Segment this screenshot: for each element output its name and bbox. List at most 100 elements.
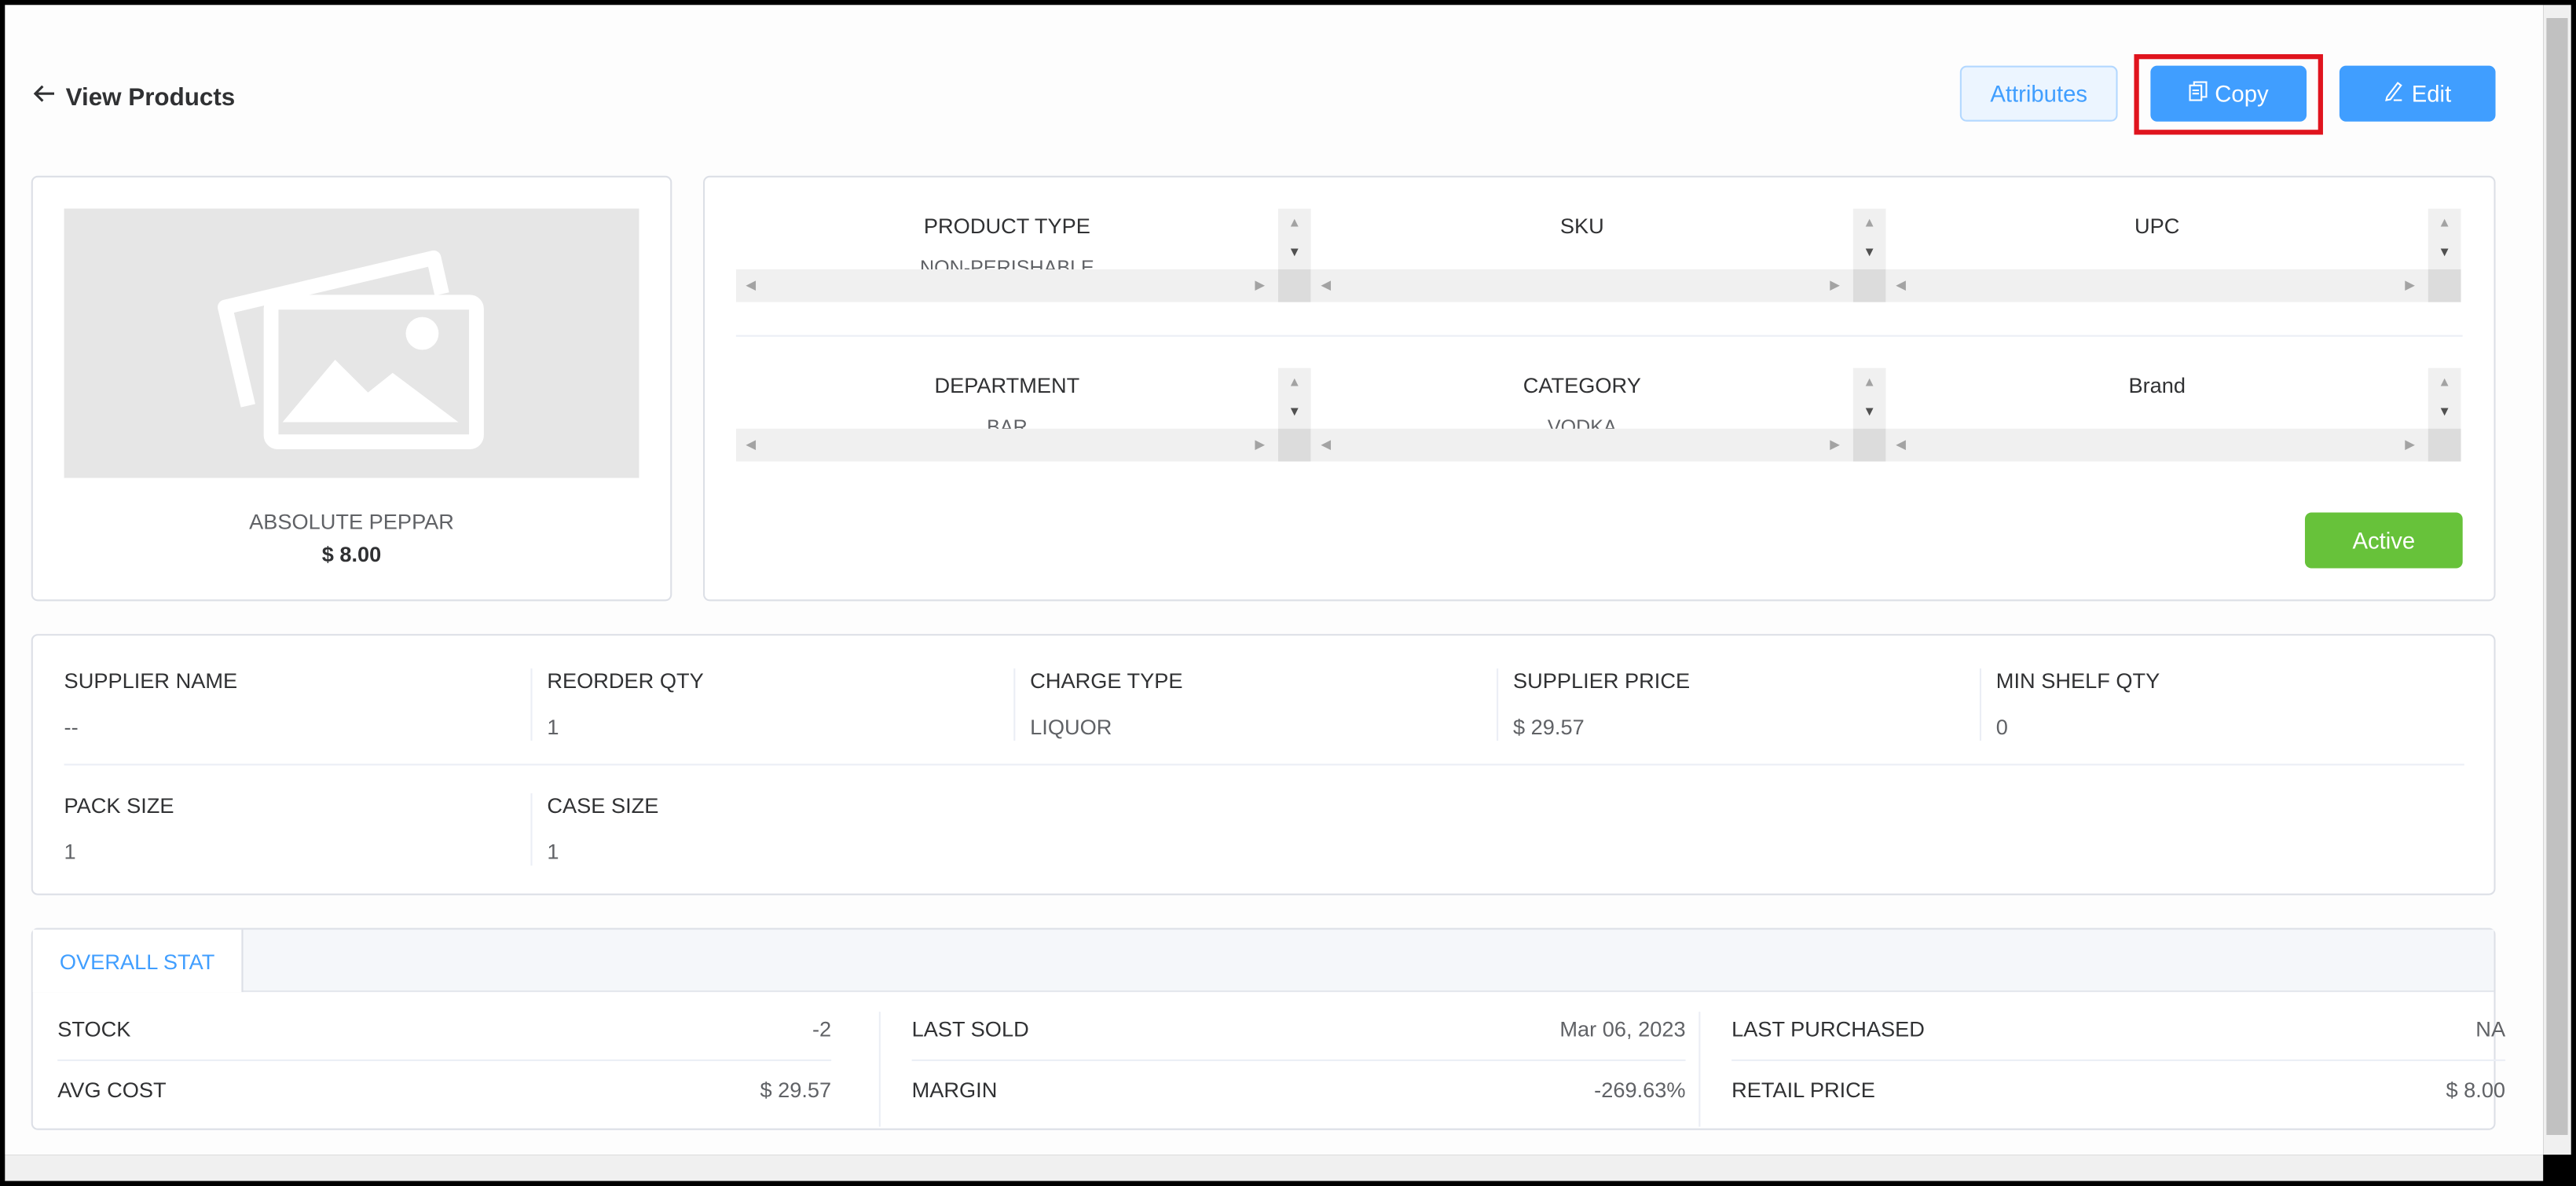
scroll-up-icon[interactable]: ▲ — [1288, 374, 1302, 390]
scroll-down-icon[interactable]: ▼ — [1863, 404, 1876, 419]
field-label: SUPPLIER PRICE — [1512, 668, 1691, 694]
edit-label: Edit — [2411, 80, 2452, 107]
field-label: SKU — [1559, 213, 1604, 239]
scroll-right-icon[interactable]: ▶ — [2405, 437, 2416, 452]
field-label: Brand — [2128, 372, 2186, 398]
tab-bar — [32, 929, 2494, 993]
field-value: LIQUOR — [1030, 714, 1112, 740]
scroll-left-icon[interactable]: ◀ — [1321, 277, 1332, 293]
tab-overall-stat[interactable]: OVERALL STAT — [32, 929, 244, 993]
divider — [1698, 1012, 1701, 1127]
stat-value: $ 29.57 — [760, 1077, 832, 1103]
divider — [735, 335, 2463, 337]
attributes-label: Attributes — [1990, 80, 2088, 107]
stat-label: MARGIN — [911, 1077, 998, 1103]
scroll-down-icon[interactable]: ▼ — [1288, 244, 1302, 260]
stat-item: LAST PURCHASED NA — [1731, 1016, 2505, 1041]
scroll-right-icon[interactable]: ▶ — [2405, 277, 2416, 293]
scroll-down-icon[interactable]: ▼ — [1288, 404, 1302, 419]
scroll-corner — [1277, 269, 1311, 302]
stat-value: NA — [2475, 1016, 2506, 1041]
scroll-left-icon[interactable]: ◀ — [1896, 277, 1907, 293]
field-value: 1 — [64, 839, 76, 864]
field-value: 1 — [547, 839, 559, 864]
stat-label: RETAIL PRICE — [1731, 1077, 1875, 1103]
product-card: ABSOLUTE PEPPAR $ 8.00 — [31, 175, 672, 602]
product-details-card: Active PRODUCT TYPE NON-PERISHABLE ▲ ▼ ◀… — [703, 175, 2496, 602]
horizontal-scrollbar[interactable]: ◀ ▶ — [1885, 428, 2428, 462]
stat-value: $ 8.00 — [2446, 1077, 2506, 1103]
field-upc[interactable]: UPC ▲ ▼ ◀ ▶ — [1885, 208, 2461, 302]
product-price: $ 8.00 — [321, 542, 382, 567]
scroll-corner — [2428, 269, 2461, 302]
divider — [1497, 668, 1499, 741]
field-product-type[interactable]: PRODUCT TYPE NON-PERISHABLE ▲ ▼ ◀ ▶ — [735, 208, 1311, 302]
scroll-corner — [1852, 428, 1886, 462]
field-sku[interactable]: SKU ▲ ▼ ◀ ▶ — [1310, 208, 1886, 302]
scroll-right-icon[interactable]: ▶ — [1830, 277, 1841, 293]
scroll-down-icon[interactable]: ▼ — [2438, 404, 2451, 419]
supplier-field: CHARGE TYPE LIQUOR — [1030, 668, 1497, 739]
scroll-right-icon[interactable]: ▶ — [1255, 277, 1266, 293]
field-category[interactable]: CATEGORY VODKA ▲ ▼ ◀ ▶ — [1310, 368, 1886, 462]
supplier-field: SUPPLIER NAME -- — [64, 668, 531, 739]
field-department[interactable]: DEPARTMENT BAR ▲ ▼ ◀ ▶ — [735, 368, 1311, 462]
divider — [530, 793, 533, 866]
divider — [57, 1059, 832, 1061]
horizontal-scrollbar[interactable] — [5, 1155, 2544, 1181]
scroll-left-icon[interactable]: ◀ — [1321, 437, 1332, 452]
divider — [64, 763, 2464, 766]
scroll-up-icon[interactable]: ▲ — [1288, 214, 1302, 230]
horizontal-scrollbar[interactable]: ◀ ▶ — [735, 428, 1278, 462]
scroll-up-icon[interactable]: ▲ — [1863, 214, 1876, 230]
field-value: $ 29.57 — [1512, 714, 1585, 740]
scroll-right-icon[interactable]: ▶ — [1255, 437, 1266, 452]
field-label: UPC — [2134, 213, 2180, 239]
horizontal-scrollbar[interactable]: ◀ ▶ — [735, 269, 1278, 302]
vertical-scrollbar[interactable] — [2543, 5, 2571, 1155]
scroll-right-icon[interactable]: ▶ — [1830, 437, 1841, 452]
horizontal-scrollbar[interactable]: ◀ ▶ — [1310, 269, 1853, 302]
stat-label: STOCK — [57, 1016, 131, 1041]
supplier-field: MIN SHELF QTY 0 — [1996, 668, 2463, 739]
copy-button[interactable]: Copy — [2150, 65, 2307, 122]
scroll-down-icon[interactable]: ▼ — [2438, 244, 2451, 260]
scroll-left-icon[interactable]: ◀ — [746, 437, 757, 452]
field-label: SUPPLIER NAME — [64, 668, 238, 694]
status-active-button[interactable]: Active — [2304, 512, 2463, 569]
view-product-page: View Products Attributes Copy Edit ABSOL… — [5, 5, 2544, 1155]
divider — [911, 1059, 1686, 1061]
field-label: PACK SIZE — [64, 793, 174, 818]
product-image — [64, 208, 639, 478]
copy-icon — [2189, 80, 2208, 106]
stat-item: AVG COST $ 29.57 — [57, 1078, 831, 1102]
stats-card: OVERALL STAT STOCK -2 LAST SOLD Mar 06, 202… — [31, 928, 2506, 1130]
supplier-field: CASE SIZE 1 — [547, 793, 1013, 864]
field-value: -- — [64, 714, 79, 740]
scroll-left-icon[interactable]: ◀ — [746, 277, 757, 293]
edit-pencil-icon — [2384, 80, 2405, 106]
horizontal-scrollbar[interactable]: ◀ ▶ — [1885, 269, 2428, 302]
field-label: PRODUCT TYPE — [923, 213, 1090, 239]
stat-item: LAST SOLD Mar 06, 2023 — [912, 1016, 1686, 1041]
scroll-up-icon[interactable]: ▲ — [2438, 214, 2451, 230]
supplier-field: SUPPLIER PRICE $ 29.57 — [1513, 668, 1980, 739]
stat-item: MARGIN -269.63% — [912, 1078, 1686, 1102]
supplier-card: SUPPLIER NAME -- REORDER QTY 1 CHARGE TYPE LI… — [31, 634, 2496, 895]
stat-label: LAST SOLD — [911, 1016, 1029, 1041]
field-brand[interactable]: Brand ▲ ▼ ◀ ▶ — [1885, 368, 2461, 462]
horizontal-scrollbar[interactable]: ◀ ▶ — [1310, 428, 1853, 462]
scroll-down-icon[interactable]: ▼ — [1863, 244, 1876, 260]
scroll-up-icon[interactable]: ▲ — [1863, 374, 1876, 390]
back-link[interactable]: View Products — [33, 82, 235, 112]
stat-value: -269.63% — [1594, 1077, 1686, 1103]
scroll-left-icon[interactable]: ◀ — [1896, 437, 1907, 452]
attributes-button[interactable]: Attributes — [1959, 65, 2118, 122]
image-placeholder-icon — [218, 250, 484, 449]
edit-button[interactable]: Edit — [2339, 65, 2496, 122]
scrollbar-thumb[interactable] — [2546, 18, 2568, 1136]
arrow-left-icon — [33, 82, 56, 112]
scroll-corner — [2428, 428, 2461, 462]
divider — [1979, 668, 1981, 741]
scroll-up-icon[interactable]: ▲ — [2438, 374, 2451, 390]
